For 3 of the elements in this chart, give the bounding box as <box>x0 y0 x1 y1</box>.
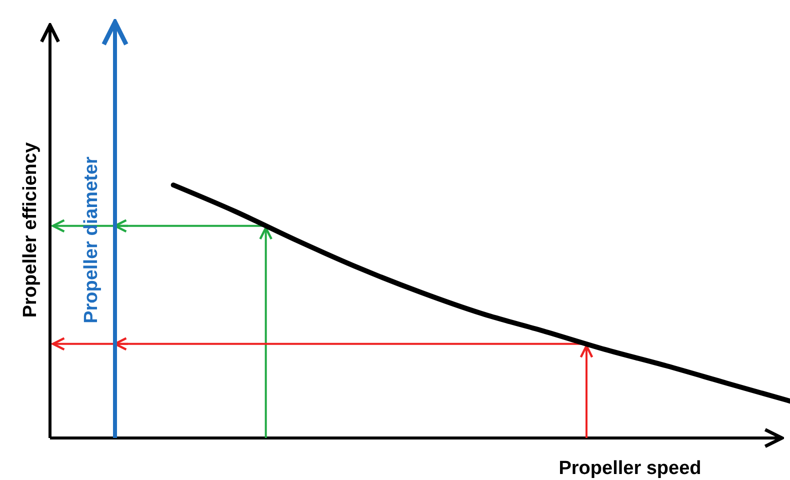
x-axis-title: Propeller speed <box>558 458 702 479</box>
y-axis-title: Propeller efficiency <box>20 142 41 318</box>
y2-axis-title: Propeller diameter <box>81 156 102 324</box>
